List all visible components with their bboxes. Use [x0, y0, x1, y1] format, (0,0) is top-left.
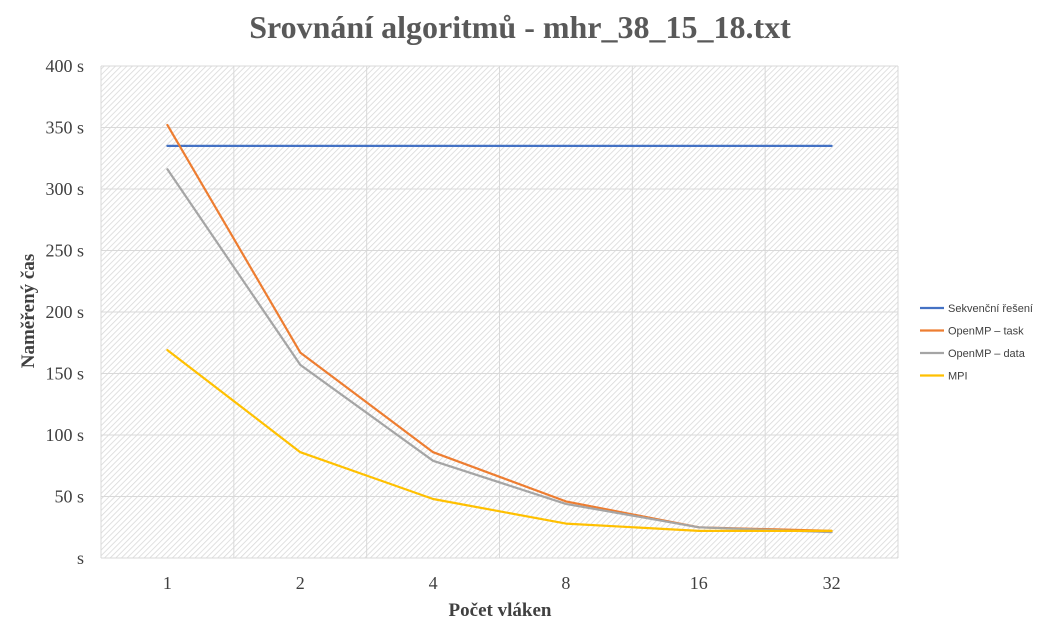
legend-label: OpenMP – data [948, 348, 1026, 360]
x-tick-label: 1 [163, 573, 172, 593]
y-tick-label: 50 s [54, 487, 84, 507]
series-line-2 [166, 168, 833, 534]
x-tick-label: 16 [690, 573, 708, 593]
y-axis-title: Naměřený čas [18, 254, 39, 369]
grid [100, 65, 899, 559]
y-tick-label: 100 s [45, 425, 84, 445]
y-tick-label: 300 s [45, 179, 84, 199]
legend: Sekvenční řešení OpenMP – task OpenMP – da… [920, 303, 1033, 383]
chart-title: Srovnání algoritmů - mhr_38_15_18.txt [249, 9, 791, 45]
x-tick-label: 2 [296, 573, 305, 593]
series-lines [166, 123, 833, 534]
y-tick-label: 250 s [45, 241, 84, 261]
legend-label: OpenMP – task [948, 326, 1024, 338]
x-tick-label: 32 [823, 573, 841, 593]
y-axis: s 50 s 100 s 150 s 200 s 250 s 300 s 350 s 400 s [45, 56, 84, 568]
legend-label: MPI [948, 371, 968, 383]
x-tick-label: 8 [561, 573, 570, 593]
y-tick-label: 350 s [45, 118, 84, 138]
y-tick-label: 200 s [45, 302, 84, 322]
y-tick-label: 150 s [45, 364, 84, 384]
x-axis-title: Počet vláken [449, 600, 552, 621]
x-axis: 1 2 4 8 16 32 [163, 573, 841, 593]
y-tick-label: s [77, 548, 84, 568]
series-line-3 [166, 349, 833, 533]
y-tick-label: 400 s [45, 56, 84, 76]
x-tick-label: 4 [429, 573, 438, 593]
legend-label: Sekvenční řešení [948, 303, 1033, 315]
